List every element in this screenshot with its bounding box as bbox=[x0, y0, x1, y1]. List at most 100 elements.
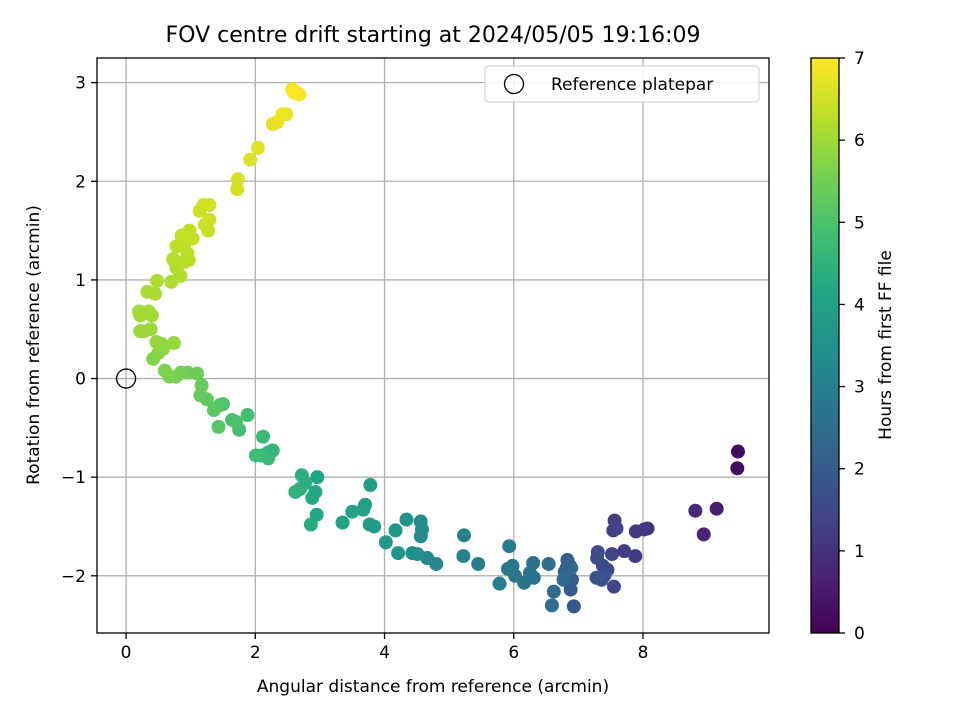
colorbar-ticks: 0 1 2 3 4 5 6 7 bbox=[839, 49, 865, 644]
data-point bbox=[405, 546, 420, 561]
y-ticks: −2 −1 0 1 2 3 bbox=[61, 74, 97, 587]
data-point bbox=[182, 223, 197, 238]
data-point bbox=[305, 490, 320, 505]
data-point bbox=[294, 468, 309, 483]
data-point bbox=[413, 514, 428, 529]
colorbar-tick-label: 1 bbox=[854, 542, 865, 562]
data-point bbox=[730, 461, 745, 476]
data-point bbox=[362, 517, 377, 532]
data-point bbox=[141, 304, 156, 319]
x-axis-label: Angular distance from reference (arcmin) bbox=[257, 677, 609, 697]
data-point bbox=[399, 512, 414, 527]
chart-title: FOV centre drift starting at 2024/05/05 … bbox=[166, 23, 701, 48]
colorbar-tick-label: 4 bbox=[854, 295, 865, 315]
data-point bbox=[492, 576, 507, 591]
y-tick-label: 2 bbox=[75, 172, 86, 192]
x-tick-label: 0 bbox=[121, 643, 132, 663]
data-point bbox=[564, 560, 579, 575]
data-point bbox=[133, 324, 148, 339]
data-point bbox=[230, 172, 245, 187]
data-point bbox=[202, 197, 217, 212]
data-point bbox=[628, 524, 643, 539]
data-point bbox=[378, 535, 393, 550]
data-point bbox=[457, 528, 472, 543]
data-point bbox=[202, 212, 217, 227]
y-tick-label: 0 bbox=[75, 370, 86, 390]
data-point bbox=[194, 378, 209, 393]
data-point bbox=[456, 549, 471, 564]
x-tick-label: 8 bbox=[638, 643, 649, 663]
data-point bbox=[730, 444, 745, 459]
data-point bbox=[556, 572, 571, 587]
data-point bbox=[335, 515, 350, 530]
data-point bbox=[604, 547, 619, 562]
reference-point bbox=[115, 368, 137, 389]
data-point bbox=[597, 568, 612, 583]
data-point bbox=[546, 584, 561, 599]
data-point bbox=[696, 527, 711, 542]
data-point bbox=[566, 599, 581, 614]
y-axis-label: Rotation from reference (arcmin) bbox=[24, 205, 44, 485]
colorbar-tick-label: 0 bbox=[854, 624, 865, 644]
data-point bbox=[688, 503, 703, 518]
data-points bbox=[132, 82, 745, 614]
data-point bbox=[150, 273, 165, 288]
data-point bbox=[225, 412, 240, 427]
data-point bbox=[391, 546, 406, 561]
data-point bbox=[617, 544, 632, 559]
data-point bbox=[471, 556, 486, 571]
data-point bbox=[606, 579, 621, 594]
data-point bbox=[310, 470, 325, 485]
data-point bbox=[275, 107, 290, 122]
data-point bbox=[590, 551, 605, 566]
legend-entry-label: Reference platepar bbox=[551, 75, 713, 95]
colorbar bbox=[810, 57, 840, 634]
data-point bbox=[132, 304, 146, 319]
colorbar-tick-label: 5 bbox=[854, 213, 865, 233]
data-point bbox=[544, 598, 559, 613]
data-point bbox=[500, 561, 515, 576]
data-point bbox=[388, 523, 403, 538]
y-tick-label: 3 bbox=[75, 74, 86, 94]
data-point bbox=[248, 448, 263, 463]
data-point bbox=[240, 408, 255, 423]
data-point bbox=[287, 85, 302, 100]
data-point bbox=[609, 521, 624, 536]
data-point bbox=[140, 284, 155, 299]
data-point bbox=[243, 152, 258, 167]
data-point bbox=[157, 363, 172, 378]
data-point bbox=[303, 517, 318, 532]
data-point bbox=[288, 484, 303, 499]
data-point bbox=[256, 429, 271, 444]
x-tick-label: 4 bbox=[379, 643, 390, 663]
grid-lines bbox=[97, 58, 769, 633]
y-tick-label: −2 bbox=[61, 567, 86, 587]
x-tick-label: 2 bbox=[250, 643, 261, 663]
legend-marker-icon bbox=[503, 73, 525, 95]
data-point bbox=[541, 556, 556, 571]
data-point bbox=[502, 539, 517, 554]
reference-marker bbox=[115, 368, 137, 389]
colorbar-tick-label: 7 bbox=[854, 49, 865, 69]
x-tick-label: 6 bbox=[508, 643, 519, 663]
data-point bbox=[628, 549, 643, 564]
legend: Reference platepar bbox=[484, 65, 760, 103]
colorbar-tick-label: 3 bbox=[854, 378, 865, 398]
colorbar-label: Hours from first FF file bbox=[876, 250, 896, 440]
data-point bbox=[363, 478, 378, 493]
data-point bbox=[206, 403, 221, 418]
colorbar-tick-label: 6 bbox=[854, 131, 865, 151]
data-point bbox=[356, 502, 371, 517]
data-point bbox=[250, 140, 265, 155]
data-point bbox=[149, 335, 164, 350]
data-point bbox=[166, 336, 181, 351]
legend-box bbox=[484, 65, 760, 103]
y-tick-label: −1 bbox=[61, 468, 86, 488]
y-tick-label: 1 bbox=[75, 271, 86, 291]
data-point bbox=[345, 504, 360, 519]
data-point bbox=[211, 419, 226, 434]
colorbar-tick-label: 2 bbox=[854, 460, 865, 480]
x-ticks: 0 2 4 6 8 bbox=[121, 633, 649, 663]
plot-frame bbox=[96, 57, 770, 634]
